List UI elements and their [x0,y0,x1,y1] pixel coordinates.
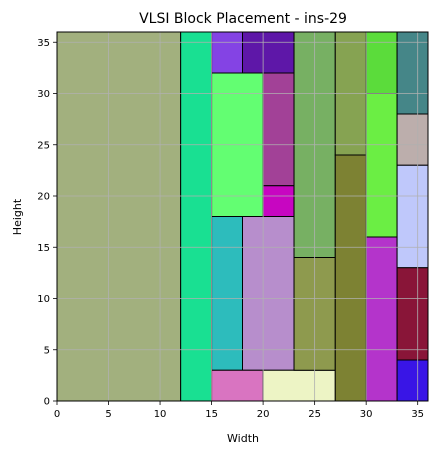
y-tick-label: 35 [37,38,50,49]
block-3 [242,31,295,74]
block-6 [262,185,295,217]
block-9 [211,369,264,402]
block-19 [396,113,429,166]
x-tick-label: 5 [105,409,111,420]
block-14 [334,154,367,402]
block-21 [396,267,429,361]
block-15 [365,31,398,94]
block-16 [365,93,398,238]
y-tick-label: 25 [37,140,50,151]
x-tick-label: 25 [308,409,321,420]
plot-frame [56,31,429,402]
y-tick-label: 15 [37,243,50,254]
chart-title: VLSI Block Placement - ins-29 [139,11,347,27]
block-2 [211,31,243,74]
y-tick-label: 5 [44,345,50,356]
y-tick-label: 0 [44,397,50,408]
block-17 [365,236,398,402]
block-5 [262,72,295,187]
x-tick-label: 0 [54,409,60,420]
x-tick-label: 30 [360,409,373,420]
x-tick-label: 20 [257,409,270,420]
block-20 [396,164,429,269]
block-8 [242,216,295,371]
block-0 [56,31,182,402]
block-7 [211,216,243,371]
ticks-layer: 0 5 10 15 20 25 30 35 0 5 10 15 20 25 30 35 [37,38,424,420]
x-tick-label: 10 [154,409,167,420]
y-axis-label: Height [11,198,24,235]
x-tick-label: 15 [205,409,218,420]
blocks-layer [56,31,429,402]
block-10 [262,369,336,402]
y-tick-label: 10 [37,294,50,305]
block-1 [180,31,213,402]
block-22 [396,359,429,402]
x-tick-label: 35 [411,409,424,420]
block-18 [396,31,429,115]
y-tick-label: 20 [37,192,50,203]
y-tick-label: 30 [37,89,50,100]
x-axis-label: Width [227,432,259,445]
